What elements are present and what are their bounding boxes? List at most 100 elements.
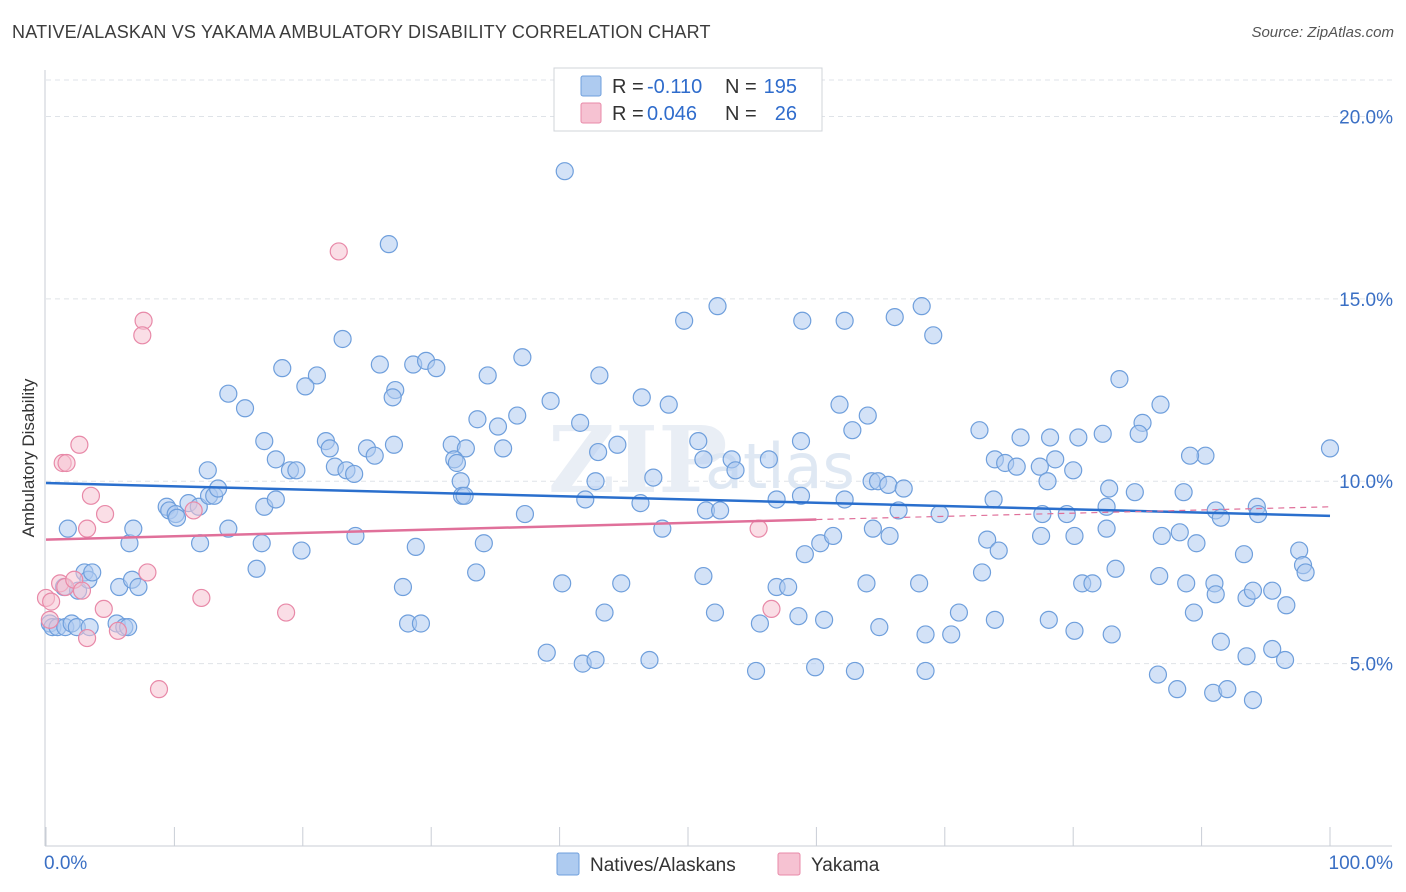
point-natives-48 (494, 439, 513, 458)
point-natives-47 (456, 439, 475, 458)
point-natives-193 (789, 607, 808, 626)
point-natives-140 (1065, 526, 1084, 546)
point-natives-66 (287, 461, 306, 480)
point-natives-176 (1263, 581, 1282, 600)
point-natives-58 (1064, 461, 1083, 480)
point-natives-137 (978, 530, 997, 549)
point-natives-136 (880, 526, 899, 546)
point-natives-123 (190, 534, 210, 553)
point-natives-0 (555, 162, 574, 181)
point-natives-135 (863, 519, 882, 538)
y-tick-label-15: 15.0% (1339, 290, 1393, 311)
point-yakama-3 (70, 435, 89, 454)
point-natives-203 (1184, 603, 1203, 622)
point-natives-10 (273, 359, 292, 378)
point-natives-1 (379, 235, 398, 254)
point-yakama-22 (40, 610, 59, 629)
point-natives-80 (726, 461, 745, 480)
point-yakama-0 (329, 242, 348, 261)
point-natives-22 (219, 384, 238, 403)
point-natives-200 (1039, 610, 1058, 629)
point-natives-5 (835, 311, 854, 330)
point-natives-6 (885, 307, 904, 327)
point-natives-125 (247, 559, 266, 578)
bottom-legend-natives: Natives/Alaskans (590, 855, 736, 876)
legend-n-label-2: N = (725, 103, 757, 125)
point-natives-156 (129, 577, 148, 597)
legend-swatch-pink (580, 102, 602, 124)
point-natives-87 (1125, 483, 1144, 502)
trend-line-yakama-extension (816, 506, 1331, 521)
point-natives-31 (508, 406, 527, 425)
point-natives-166 (972, 563, 992, 582)
point-natives-165 (910, 574, 929, 593)
point-natives-170 (1150, 566, 1169, 586)
trend-line-natives (45, 481, 1331, 518)
point-natives-40 (1011, 428, 1030, 447)
legend-r-value-2: 0.046 (647, 103, 697, 125)
point-yakama-18 (192, 588, 211, 608)
y-tick-label-10: 10.0% (1339, 472, 1393, 493)
point-natives-153 (83, 563, 102, 582)
point-natives-83 (879, 475, 898, 494)
bottom-legend-swatch-pink (777, 852, 801, 876)
point-natives-7 (912, 297, 931, 316)
point-natives-45 (608, 435, 627, 454)
point-yakama-7 (95, 504, 115, 524)
legend-r-value-1: -0.110 (647, 76, 702, 98)
point-natives-177 (1277, 596, 1296, 615)
legend: R = -0.110 N = 195 R = 0.046 N = 26 (553, 67, 823, 132)
point-natives-60 (1180, 446, 1200, 465)
point-natives-2 (708, 297, 727, 316)
point-natives-100 (515, 504, 535, 524)
point-yakama-15 (72, 581, 92, 600)
point-natives-39 (1040, 428, 1060, 447)
point-natives-62 (255, 432, 274, 451)
point-natives-118 (58, 519, 77, 538)
point-natives-106 (791, 486, 811, 505)
point-yakama-9 (77, 519, 97, 538)
point-natives-57 (1046, 450, 1065, 469)
point-natives-29 (1110, 370, 1129, 389)
point-natives-199 (985, 610, 1004, 629)
point-natives-191 (705, 603, 725, 622)
series-yakama (36, 242, 781, 699)
point-natives-64 (266, 450, 285, 469)
point-natives-216 (1218, 680, 1237, 699)
point-natives-141 (1097, 519, 1116, 538)
point-yakama-23 (108, 621, 128, 640)
point-natives-134 (823, 526, 843, 546)
legend-swatch-blue (580, 75, 602, 97)
point-natives-189 (411, 614, 431, 633)
point-natives-97 (266, 490, 285, 509)
point-yakama-11 (138, 563, 157, 582)
point-natives-43 (791, 432, 811, 451)
point-natives-41 (970, 421, 989, 440)
point-natives-198 (949, 603, 969, 622)
point-natives-33 (468, 410, 487, 429)
point-natives-21 (383, 388, 402, 407)
point-natives-159 (553, 574, 572, 593)
bottom-legend: Natives/Alaskans Yakama (556, 852, 880, 876)
point-yakama-17 (42, 592, 61, 611)
point-natives-202 (1102, 625, 1121, 644)
point-natives-110 (984, 490, 1003, 509)
point-natives-18 (307, 366, 327, 385)
point-yakama-8 (184, 501, 203, 520)
point-natives-44 (689, 432, 708, 451)
point-natives-52 (759, 450, 778, 469)
point-natives-55 (1007, 457, 1026, 476)
y-tick-label-5: 5.0% (1350, 655, 1393, 676)
point-natives-30 (1151, 395, 1170, 414)
point-natives-163 (779, 577, 798, 597)
point-natives-214 (1168, 680, 1187, 699)
point-natives-34 (488, 417, 508, 436)
source-label: Source: ZipAtlas.com (1251, 24, 1394, 41)
point-natives-71 (345, 464, 364, 484)
point-natives-122 (167, 508, 187, 527)
point-natives-196 (916, 625, 935, 644)
point-natives-109 (930, 504, 949, 524)
point-natives-84 (894, 479, 913, 498)
point-natives-142 (1152, 526, 1171, 546)
